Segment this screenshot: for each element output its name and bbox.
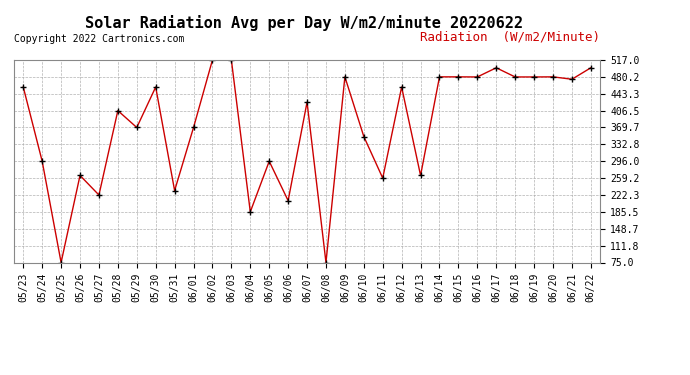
Text: Solar Radiation Avg per Day W/m2/minute 20220622: Solar Radiation Avg per Day W/m2/minute … bbox=[85, 15, 522, 31]
Text: Radiation  (W/m2/Minute): Radiation (W/m2/Minute) bbox=[420, 31, 600, 44]
Text: Copyright 2022 Cartronics.com: Copyright 2022 Cartronics.com bbox=[14, 34, 184, 44]
